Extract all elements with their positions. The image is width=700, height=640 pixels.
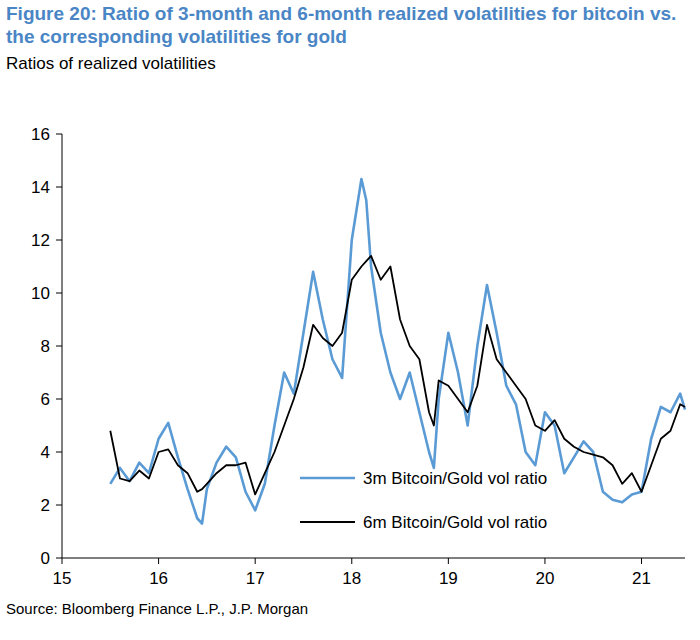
series-line: [110, 256, 685, 495]
legend-swatch: [300, 521, 355, 523]
x-tick: [448, 558, 449, 564]
y-tick: [56, 134, 62, 135]
title: Figure 20: Ratio of 3-month and 6-month …: [6, 2, 696, 48]
y-tick-label: 2: [41, 496, 50, 515]
x-tick-label: 15: [53, 569, 72, 588]
y-tick-label: 14: [31, 178, 50, 197]
x-tick-label: 16: [149, 569, 168, 588]
y-tick-label: 4: [41, 443, 50, 462]
x-tick: [62, 558, 63, 564]
y-tick: [56, 505, 62, 506]
x-tick-label: 18: [342, 569, 361, 588]
legend-swatch: [300, 477, 355, 480]
y-tick-label: 6: [41, 390, 50, 409]
y-tick-label: 16: [31, 125, 50, 144]
x-tick: [255, 558, 256, 564]
chart: 0 2 4 6 8 10 12 14 16 15 16 17 18 19 20 21 3m Bitcoin/Go…: [0, 0, 700, 640]
series-line: [110, 179, 685, 524]
y-tick: [56, 240, 62, 241]
source: Source: Bloomberg Finance L.P., J.P. Mor…: [6, 600, 308, 617]
y-tick-label: 0: [41, 549, 50, 568]
x-tick-label: 17: [246, 569, 265, 588]
x-tick-label: 20: [535, 569, 554, 588]
x-tick: [641, 558, 642, 564]
legend-label: 3m Bitcoin/Gold vol ratio: [363, 469, 547, 488]
x-tick-label: 19: [439, 569, 458, 588]
y-tick: [56, 346, 62, 347]
y-tick-label: 12: [31, 231, 50, 250]
x-tick-label: 21: [632, 569, 651, 588]
y-tick: [56, 399, 62, 400]
x-tick: [544, 558, 545, 564]
y-tick-label: 10: [31, 284, 50, 303]
x-axis: [62, 558, 685, 559]
y-tick: [56, 558, 62, 559]
legend-label: 6m Bitcoin/Gold vol ratio: [363, 513, 547, 532]
x-tick: [351, 558, 352, 564]
x-tick: [158, 558, 159, 564]
y-tick-label: 8: [41, 337, 50, 356]
y-tick: [56, 187, 62, 188]
y-tick: [56, 293, 62, 294]
subtitle: Ratios of realized volatilities: [6, 54, 216, 74]
y-tick: [56, 452, 62, 453]
